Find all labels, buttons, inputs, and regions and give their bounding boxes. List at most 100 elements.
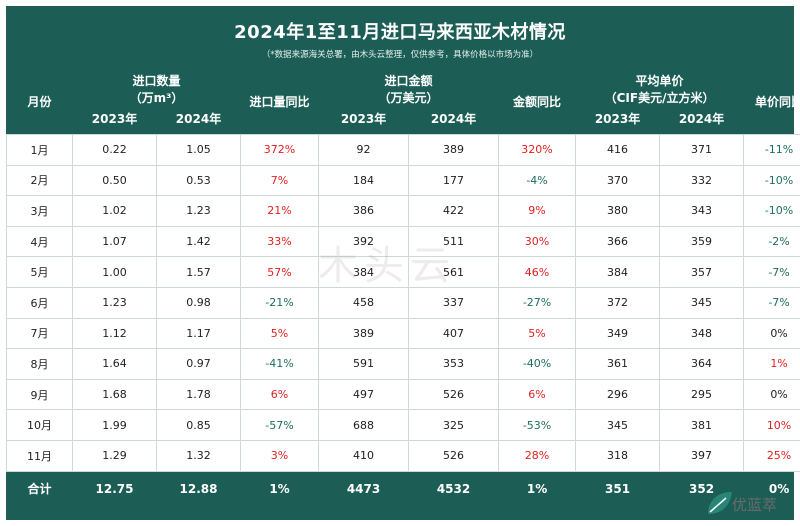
volume-yoy-cell: -57% (240, 409, 320, 441)
volume-yoy-cell: 6% (240, 378, 320, 411)
amount-2023-cell: 386 (318, 195, 410, 227)
month-cell: 11月 (6, 439, 73, 472)
price-2024-cell: 364 (659, 348, 745, 380)
total-price-2024: 352 (689, 481, 715, 496)
amount-2024-cell: 337 (408, 286, 500, 319)
header-amount-unit: （万美元） (378, 91, 439, 105)
header-volume-2023: 2023年 (91, 112, 138, 126)
amount-2024-cell: 407 (408, 317, 500, 350)
amount-yoy-cell: 46% (498, 256, 577, 288)
table-row: 3月 1.02 1.23 21% 386 422 9% 380 343 -10% (6, 195, 800, 227)
table-row: 8月 1.64 0.97 -41% 591 353 -40% 361 364 1% (6, 348, 800, 380)
price-yoy-cell: 0% (743, 317, 800, 350)
table-row: 11月 1.29 1.32 3% 410 526 28% 318 397 25% (6, 439, 800, 472)
amount-yoy-cell: 30% (498, 225, 577, 258)
amount-2024-cell: 511 (408, 225, 500, 258)
price-yoy-cell: -7% (743, 286, 800, 319)
amount-2023-cell: 688 (318, 409, 410, 441)
page-title: 2024年1至11月进口马来西亚木材情况 (234, 22, 566, 43)
total-amount-2023: 4473 (346, 481, 381, 496)
volume-2023-cell: 1.02 (72, 195, 157, 227)
amount-2023-cell: 410 (318, 439, 410, 472)
month-cell: 4月 (6, 225, 73, 258)
price-yoy-cell: -10% (743, 164, 800, 197)
price-2023-cell: 370 (575, 164, 661, 197)
total-amount-yoy: 1% (526, 481, 548, 496)
volume-2023-cell: 1.07 (72, 225, 157, 258)
amount-2023-cell: 389 (318, 317, 410, 350)
volume-yoy-cell: -41% (240, 348, 320, 380)
header-price-unit: （CIF美元/立方米） (604, 91, 715, 105)
volume-yoy-cell: 33% (240, 225, 320, 258)
volume-yoy-cell: 21% (240, 195, 320, 227)
amount-yoy-cell: -40% (498, 348, 577, 380)
amount-2024-cell: 325 (408, 409, 500, 441)
volume-2023-cell: 1.64 (72, 348, 157, 380)
price-2024-cell: 397 (659, 439, 745, 472)
price-2023-cell: 380 (575, 195, 661, 227)
table-row: 4月 1.07 1.42 33% 392 511 30% 366 359 -2% (6, 225, 800, 258)
amount-2023-cell: 184 (318, 164, 410, 197)
volume-2023-cell: 1.68 (72, 378, 157, 411)
amount-2023-cell: 591 (318, 348, 410, 380)
amount-yoy-cell: 6% (498, 378, 577, 411)
total-volume-2024: 12.88 (179, 481, 218, 496)
table-row: 10月 1.99 0.85 -57% 688 325 -53% 345 381 10% (6, 409, 800, 441)
amount-2024-cell: 422 (408, 195, 500, 227)
price-2023-cell: 384 (575, 256, 661, 288)
table-row: 9月 1.68 1.78 6% 497 526 6% 296 295 0% (6, 378, 800, 411)
header-amount-yoy: 金额同比 (513, 94, 562, 109)
amount-yoy-cell: 5% (498, 317, 577, 350)
price-2024-cell: 357 (659, 256, 745, 288)
amount-yoy-cell: 9% (498, 195, 577, 227)
price-2023-cell: 366 (575, 225, 661, 258)
volume-2023-cell: 1.12 (72, 317, 157, 350)
month-cell: 9月 (6, 378, 73, 411)
amount-2024-cell: 561 (408, 256, 500, 288)
price-2024-cell: 381 (659, 409, 745, 441)
month-cell: 6月 (6, 286, 73, 319)
month-cell: 8月 (6, 348, 73, 380)
table-body: 1月 0.22 1.05 372% 92 389 320% 416 371 -11% 2月 0.50 0… (6, 134, 800, 472)
price-2023-cell: 296 (575, 378, 661, 411)
total-price-2023: 351 (605, 481, 631, 496)
amount-2023-cell: 458 (318, 286, 410, 319)
header-month: 月份 (27, 94, 52, 109)
header-volume-unit: （万m³） (129, 91, 184, 105)
price-2023-cell: 345 (575, 409, 661, 441)
total-price-yoy: 0% (768, 481, 790, 496)
price-2024-cell: 295 (659, 378, 745, 411)
amount-2024-cell: 526 (408, 439, 500, 472)
price-2024-cell: 345 (659, 286, 745, 319)
import-table: 月份 进口数量 （万m³） 进口量同比 进口金额 （万美元） 金额同比 平均单价… (6, 68, 800, 506)
price-2024-cell: 371 (659, 134, 745, 166)
volume-yoy-cell: 7% (240, 164, 320, 197)
month-cell: 1月 (6, 134, 73, 166)
header-price-group: 平均单价 （CIF美元/立方米） (576, 68, 744, 110)
volume-2024-cell: 1.78 (155, 378, 242, 411)
volume-2024-cell: 0.53 (155, 164, 242, 197)
volume-2023-cell: 1.00 (72, 256, 157, 288)
price-yoy-cell: 0% (743, 378, 800, 411)
header-price-yoy: 单价同比 (755, 94, 800, 109)
price-2023-cell: 349 (575, 317, 661, 350)
table-row: 7月 1.12 1.17 5% 389 407 5% 349 348 0% (6, 317, 800, 350)
leaf-logo-icon (708, 492, 732, 514)
amount-2024-cell: 526 (408, 378, 500, 411)
amount-yoy-cell: -4% (498, 164, 577, 197)
table-row: 2月 0.50 0.53 7% 184 177 -4% 370 332 -10% (6, 164, 800, 197)
month-cell: 2月 (6, 164, 73, 197)
amount-yoy-cell: 28% (498, 439, 577, 472)
volume-2023-cell: 1.23 (72, 286, 157, 319)
amount-2023-cell: 392 (318, 225, 410, 258)
title-block: 2024年1至11月进口马来西亚木材情况 （*数据来源海关总署，由木头云整理，仅… (6, 6, 794, 68)
table-frame: 2024年1至11月进口马来西亚木材情况 （*数据来源海关总署，由木头云整理，仅… (6, 6, 800, 520)
total-volume-yoy: 1% (269, 481, 290, 496)
volume-yoy-cell: -21% (240, 286, 320, 319)
month-cell: 3月 (6, 195, 73, 227)
price-2024-cell: 348 (659, 317, 745, 350)
volume-2024-cell: 1.32 (155, 439, 242, 472)
total-row: 合计 12.75 12.88 1% 4473 4532 1% 351 352 0… (7, 471, 800, 506)
header-volume-group: 进口数量 （万m³） (73, 68, 241, 110)
header-volume-label: 进口数量 (132, 74, 181, 88)
